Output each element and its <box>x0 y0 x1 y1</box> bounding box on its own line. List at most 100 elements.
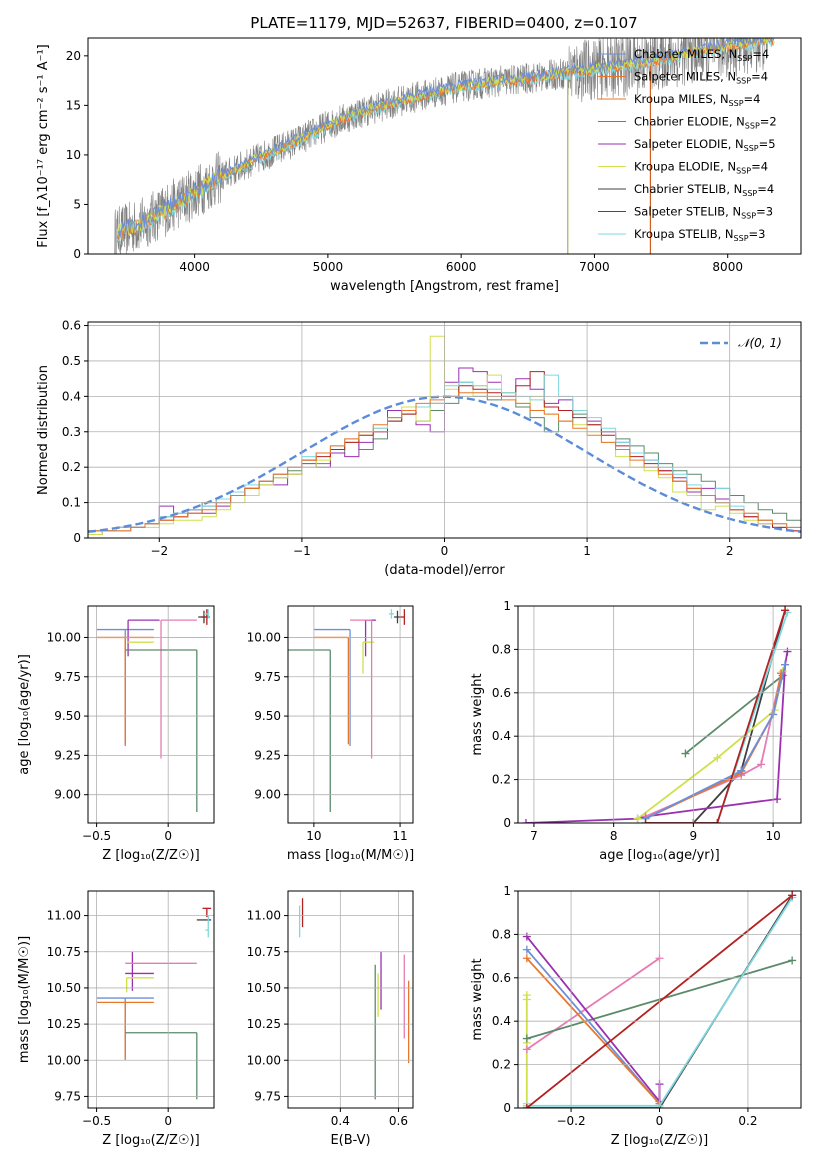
y-tick-label: 10.00 <box>47 630 81 644</box>
plot-area <box>521 606 792 823</box>
legend-label: Kroupa STELIB, NSSP=3 <box>634 227 765 243</box>
mass-weight-marker <box>522 1104 531 1108</box>
chart-mass-vs-EBV: 0.4 0.6 9.75 10.00 10.25 10.50 10.75 11.00 E(B-V… <box>247 890 414 1148</box>
x-tick-label: −0.5 <box>82 1114 111 1128</box>
errorbar-point <box>96 1001 154 1061</box>
x-tick-label: 6000 <box>446 260 477 274</box>
mass-weight-marker <box>757 760 766 769</box>
x-tick-label: 4000 <box>179 260 210 274</box>
errorbar-point <box>388 609 395 619</box>
y-tick-label: 0.2 <box>492 773 511 787</box>
axes-frame <box>517 605 802 824</box>
axes-frame <box>87 605 215 824</box>
model-spectrum <box>116 38 775 239</box>
mass-weight-series <box>526 949 661 1105</box>
y-tick-label: 0.6 <box>492 971 511 985</box>
observed-spectrum <box>114 38 768 254</box>
mass-weight-marker <box>788 891 797 900</box>
x-tick-label: 0 <box>656 1114 664 1128</box>
y-axis-label: age [log₁₀(age/yr)] <box>17 654 32 775</box>
y-tick-label: 9.75 <box>254 670 281 684</box>
mass-weight-marker <box>781 606 790 615</box>
y-tick-label: 0.2 <box>492 1058 511 1072</box>
plot-area <box>96 609 210 812</box>
mass-weight-marker <box>773 795 782 804</box>
mass-weight-marker <box>713 753 722 762</box>
mass-weight-series <box>526 957 661 1105</box>
x-tick-label: −2 <box>150 544 168 558</box>
mass-weight-marker <box>522 1034 531 1043</box>
errorbar-point <box>125 1032 198 1100</box>
y-tick-label: 1 <box>503 884 511 898</box>
y-tick-label: 0 <box>503 816 511 830</box>
mass-weight-marker <box>737 766 746 775</box>
errorbar-point <box>364 619 376 657</box>
y-tick-label: 9.25 <box>254 748 281 762</box>
x-tick-label: 9 <box>690 829 698 843</box>
mass-weight-marker <box>522 945 531 954</box>
legend-label: Salpeter MILES, NSSP=4 <box>634 70 768 86</box>
plot-area <box>298 898 410 1100</box>
mass-weight-series <box>525 651 789 823</box>
x-tick-label: 0.2 <box>738 1114 757 1128</box>
errorbar-point <box>362 641 375 674</box>
y-axis-label: mass [log₁₀(M/M☉)] <box>17 936 32 1063</box>
y-tick-label: 10.25 <box>47 1017 81 1031</box>
y-tick-label: 10.75 <box>47 945 81 959</box>
legend-label: 𝒩(0, 1) <box>738 336 782 350</box>
x-tick-label: 5000 <box>313 260 344 274</box>
x-axis-label: E(B-V) <box>330 1133 370 1148</box>
y-tick-label: 10.00 <box>247 630 281 644</box>
x-tick-label: 0 <box>441 544 449 558</box>
legend-label: Chabrier ELODIE, NSSP=2 <box>634 115 777 131</box>
errorbar-point <box>126 977 154 993</box>
x-tick-label: −1 <box>293 544 311 558</box>
y-tick-label: 0.8 <box>492 642 511 656</box>
mass-weight-marker <box>522 932 531 941</box>
x-axis-label: wavelength [Angstrom, rest frame] <box>330 279 559 294</box>
x-tick-label: 7 <box>530 829 538 843</box>
mass-weight-series <box>645 610 786 823</box>
y-tick-label: 0.4 <box>62 389 81 403</box>
x-axis-label: Z [log₁₀(Z/Z☉)] <box>611 1133 708 1148</box>
chart-massweight-vs-Z: −0.2 0 0.2 0 0.2 0.4 0.6 0.8 1 Z [log₁₀(Z/Z☉)] mas… <box>470 884 802 1148</box>
x-tick-label: 7000 <box>579 260 610 274</box>
errorbar-point <box>205 915 209 938</box>
mass-weight-marker <box>521 819 530 823</box>
axes-frame <box>87 37 802 255</box>
axes-frame <box>287 605 414 824</box>
mass-weight-marker <box>781 660 790 669</box>
y-tick-label: 11.00 <box>247 909 281 923</box>
mass-weight-series <box>526 936 661 1105</box>
y-tick-label: 9.25 <box>54 748 81 762</box>
x-tick-label: 11 <box>392 829 407 843</box>
y-tick-label: 10.25 <box>247 1017 281 1031</box>
y-tick-label: 0 <box>503 1101 511 1115</box>
legend-label: Chabrier MILES, NSSP=4 <box>634 47 769 63</box>
x-tick-label: −0.5 <box>82 829 111 843</box>
errorbar-point <box>203 609 209 619</box>
errorbar-point <box>127 619 160 657</box>
axes-frame <box>517 890 802 1109</box>
legend-label: Kroupa ELODIE, NSSP=4 <box>634 160 768 176</box>
mass-weight-marker <box>641 819 650 823</box>
y-axis-label: Normed distribution <box>36 365 51 495</box>
y-tick-label: 5 <box>73 197 81 211</box>
errorbar-point <box>96 636 154 745</box>
x-axis-label: (data-model)/error <box>384 563 505 578</box>
y-tick-label: 0.4 <box>492 1014 511 1028</box>
chart-age-vs-mass: 10 11 9.00 9.25 9.50 9.75 10.00 mass [log₁₀(M/M… <box>247 605 414 863</box>
x-tick-label: 2 <box>726 544 734 558</box>
chart-spectrum: 4000 5000 6000 7000 8000 0 5 10 15 20 wavelength [… <box>36 37 802 294</box>
errorbar-point <box>313 636 349 745</box>
x-tick-label: 8000 <box>712 260 743 274</box>
mass-weight-marker <box>522 954 531 963</box>
mass-weight-marker <box>713 819 722 823</box>
y-tick-label: 9.00 <box>254 788 281 802</box>
mass-weight-series <box>684 674 784 755</box>
chart-massweight-vs-age: 7 8 9 10 0 0.2 0.4 0.6 0.8 1 age [log₁₀(age/yr)] ma… <box>470 599 802 863</box>
legend-label: Salpeter ELODIE, NSSP=5 <box>634 137 776 153</box>
errorbar-point <box>313 628 351 746</box>
